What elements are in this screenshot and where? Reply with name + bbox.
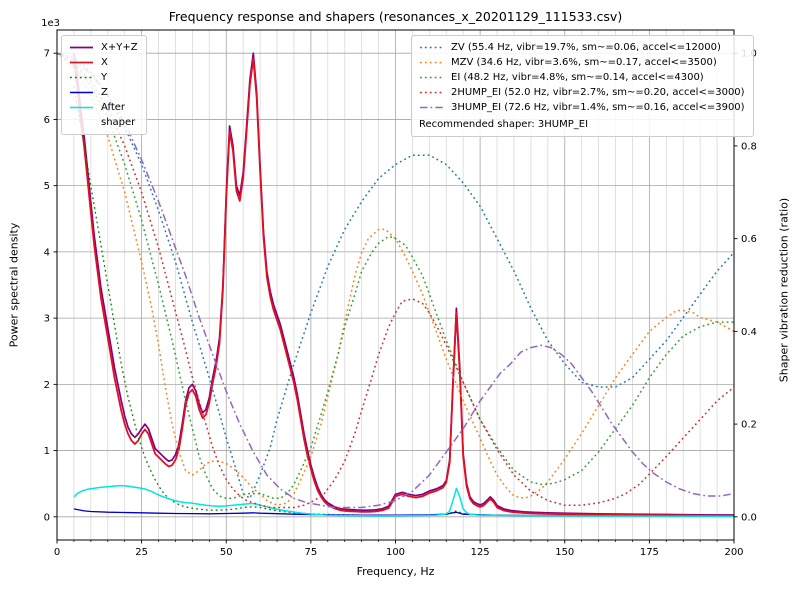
legend-sample-line <box>70 106 93 109</box>
y-left-tick-label: 2 <box>44 380 50 391</box>
legend-recommended-shaper: Recommended shaper: 3HUMP_EI <box>419 119 589 130</box>
x-tick-label: 25 <box>135 547 148 558</box>
y-left-tick-label: 3 <box>44 314 50 325</box>
legend-label: X+Y+Z <box>101 42 138 53</box>
legend-sample-line <box>420 76 443 79</box>
legend-sample-line <box>70 91 93 94</box>
y-right-tick-label: 0.8 <box>741 141 757 152</box>
legend-label: Y <box>101 72 108 83</box>
curve-psd-x <box>73 57 735 517</box>
legend-entry-shaper-2hump-ei: 2HUMP_EI (52.0 Hz, vibr=2.7%, sm~=0.20, … <box>419 85 745 100</box>
x-tick-label: 100 <box>386 547 405 558</box>
y-left-tick-label: 5 <box>44 181 50 192</box>
legend-sample-line <box>420 91 443 94</box>
x-tick-label: 150 <box>555 547 574 558</box>
y-left-tick-label: 6 <box>44 115 50 126</box>
legend-label: ZV (55.4 Hz, vibr=19.7%, sm~=0.06, accel… <box>451 42 721 53</box>
psd-curves <box>73 52 735 517</box>
curve-after-shaper <box>73 484 735 517</box>
legend-sample-line <box>420 106 443 109</box>
legend-shapers: ZV (55.4 Hz, vibr=19.7%, sm~=0.06, accel… <box>411 35 754 137</box>
y-left-tick-label: 1 <box>44 446 50 457</box>
legend-entry-shaper-3hump-ei: 3HUMP_EI (72.6 Hz, vibr=1.4%, sm~=0.16, … <box>419 100 745 115</box>
legend-label: 2HUMP_EI (52.0 Hz, vibr=2.7%, sm~=0.20, … <box>451 87 745 98</box>
y-right-tick-label: 0.6 <box>741 234 757 245</box>
curve-shaper-3hump-ei <box>56 52 735 509</box>
y-left-tick-label: 4 <box>44 247 50 258</box>
legend-entry-psd-x: X <box>69 55 138 70</box>
legend-label: MZV (34.6 Hz, vibr=3.6%, sm~=0.17, accel… <box>451 57 717 68</box>
x-tick-label: 0 <box>54 547 60 558</box>
legend-label: X <box>101 57 108 68</box>
legend-entry-shaper-ei: EI (48.2 Hz, vibr=4.8%, sm~=0.14, accel<… <box>419 70 745 85</box>
legend-sample-line <box>70 61 93 64</box>
tick-marks-and-labels: 0 25 50 75 100 125 150 175 200 0 1 2 3 4 5 6 7 0.0 0.2 0.4 0… <box>44 49 757 558</box>
y-right-tick-label: 0.2 <box>741 420 757 431</box>
legend-label: EI (48.2 Hz, vibr=4.8%, sm~=0.14, accel<… <box>451 72 704 83</box>
legend-entry-sum-xyz: X+Y+Z <box>69 40 138 55</box>
x-tick-label: 75 <box>305 547 318 558</box>
y-axis-offset-text: 1e3 <box>41 18 60 29</box>
chart-title: Frequency response and shapers (resonanc… <box>168 9 623 24</box>
legend-entry-shaper-mzv: MZV (34.6 Hz, vibr=3.6%, sm~=0.17, accel… <box>419 55 745 70</box>
legend-entry-shaper-zv: ZV (55.4 Hz, vibr=19.7%, sm~=0.06, accel… <box>419 40 745 55</box>
shaper-curves <box>56 52 735 509</box>
y-right-tick-label: 0.4 <box>741 327 757 338</box>
y-left-tick-label: 7 <box>44 49 50 60</box>
x-tick-label: 175 <box>640 547 659 558</box>
x-tick-label: 50 <box>220 547 233 558</box>
y-right-tick-label: 0.0 <box>741 512 757 523</box>
legend-entry-after-shaper: After shaper <box>69 100 138 130</box>
legend-sample-line <box>420 46 443 49</box>
legend-label: After shaper <box>101 102 136 128</box>
y-left-tick-label: 0 <box>44 512 50 523</box>
x-axis-label: Frequency, Hz <box>356 565 435 578</box>
legend-psd: X+Y+Z X Y Z After shaper <box>61 35 147 135</box>
curve-shaper-ei <box>56 52 734 500</box>
legend-entry-psd-z: Z <box>69 85 138 100</box>
legend-sample-line <box>70 46 93 49</box>
x-tick-label: 125 <box>471 547 490 558</box>
legend-label: 3HUMP_EI (72.6 Hz, vibr=1.4%, sm~=0.16, … <box>451 102 745 113</box>
legend-label: Z <box>101 87 108 98</box>
legend-sample-line <box>420 61 443 64</box>
legend-sample-line <box>70 76 93 79</box>
legend-entry-psd-y: Y <box>69 70 138 85</box>
x-tick-label: 200 <box>724 547 743 558</box>
